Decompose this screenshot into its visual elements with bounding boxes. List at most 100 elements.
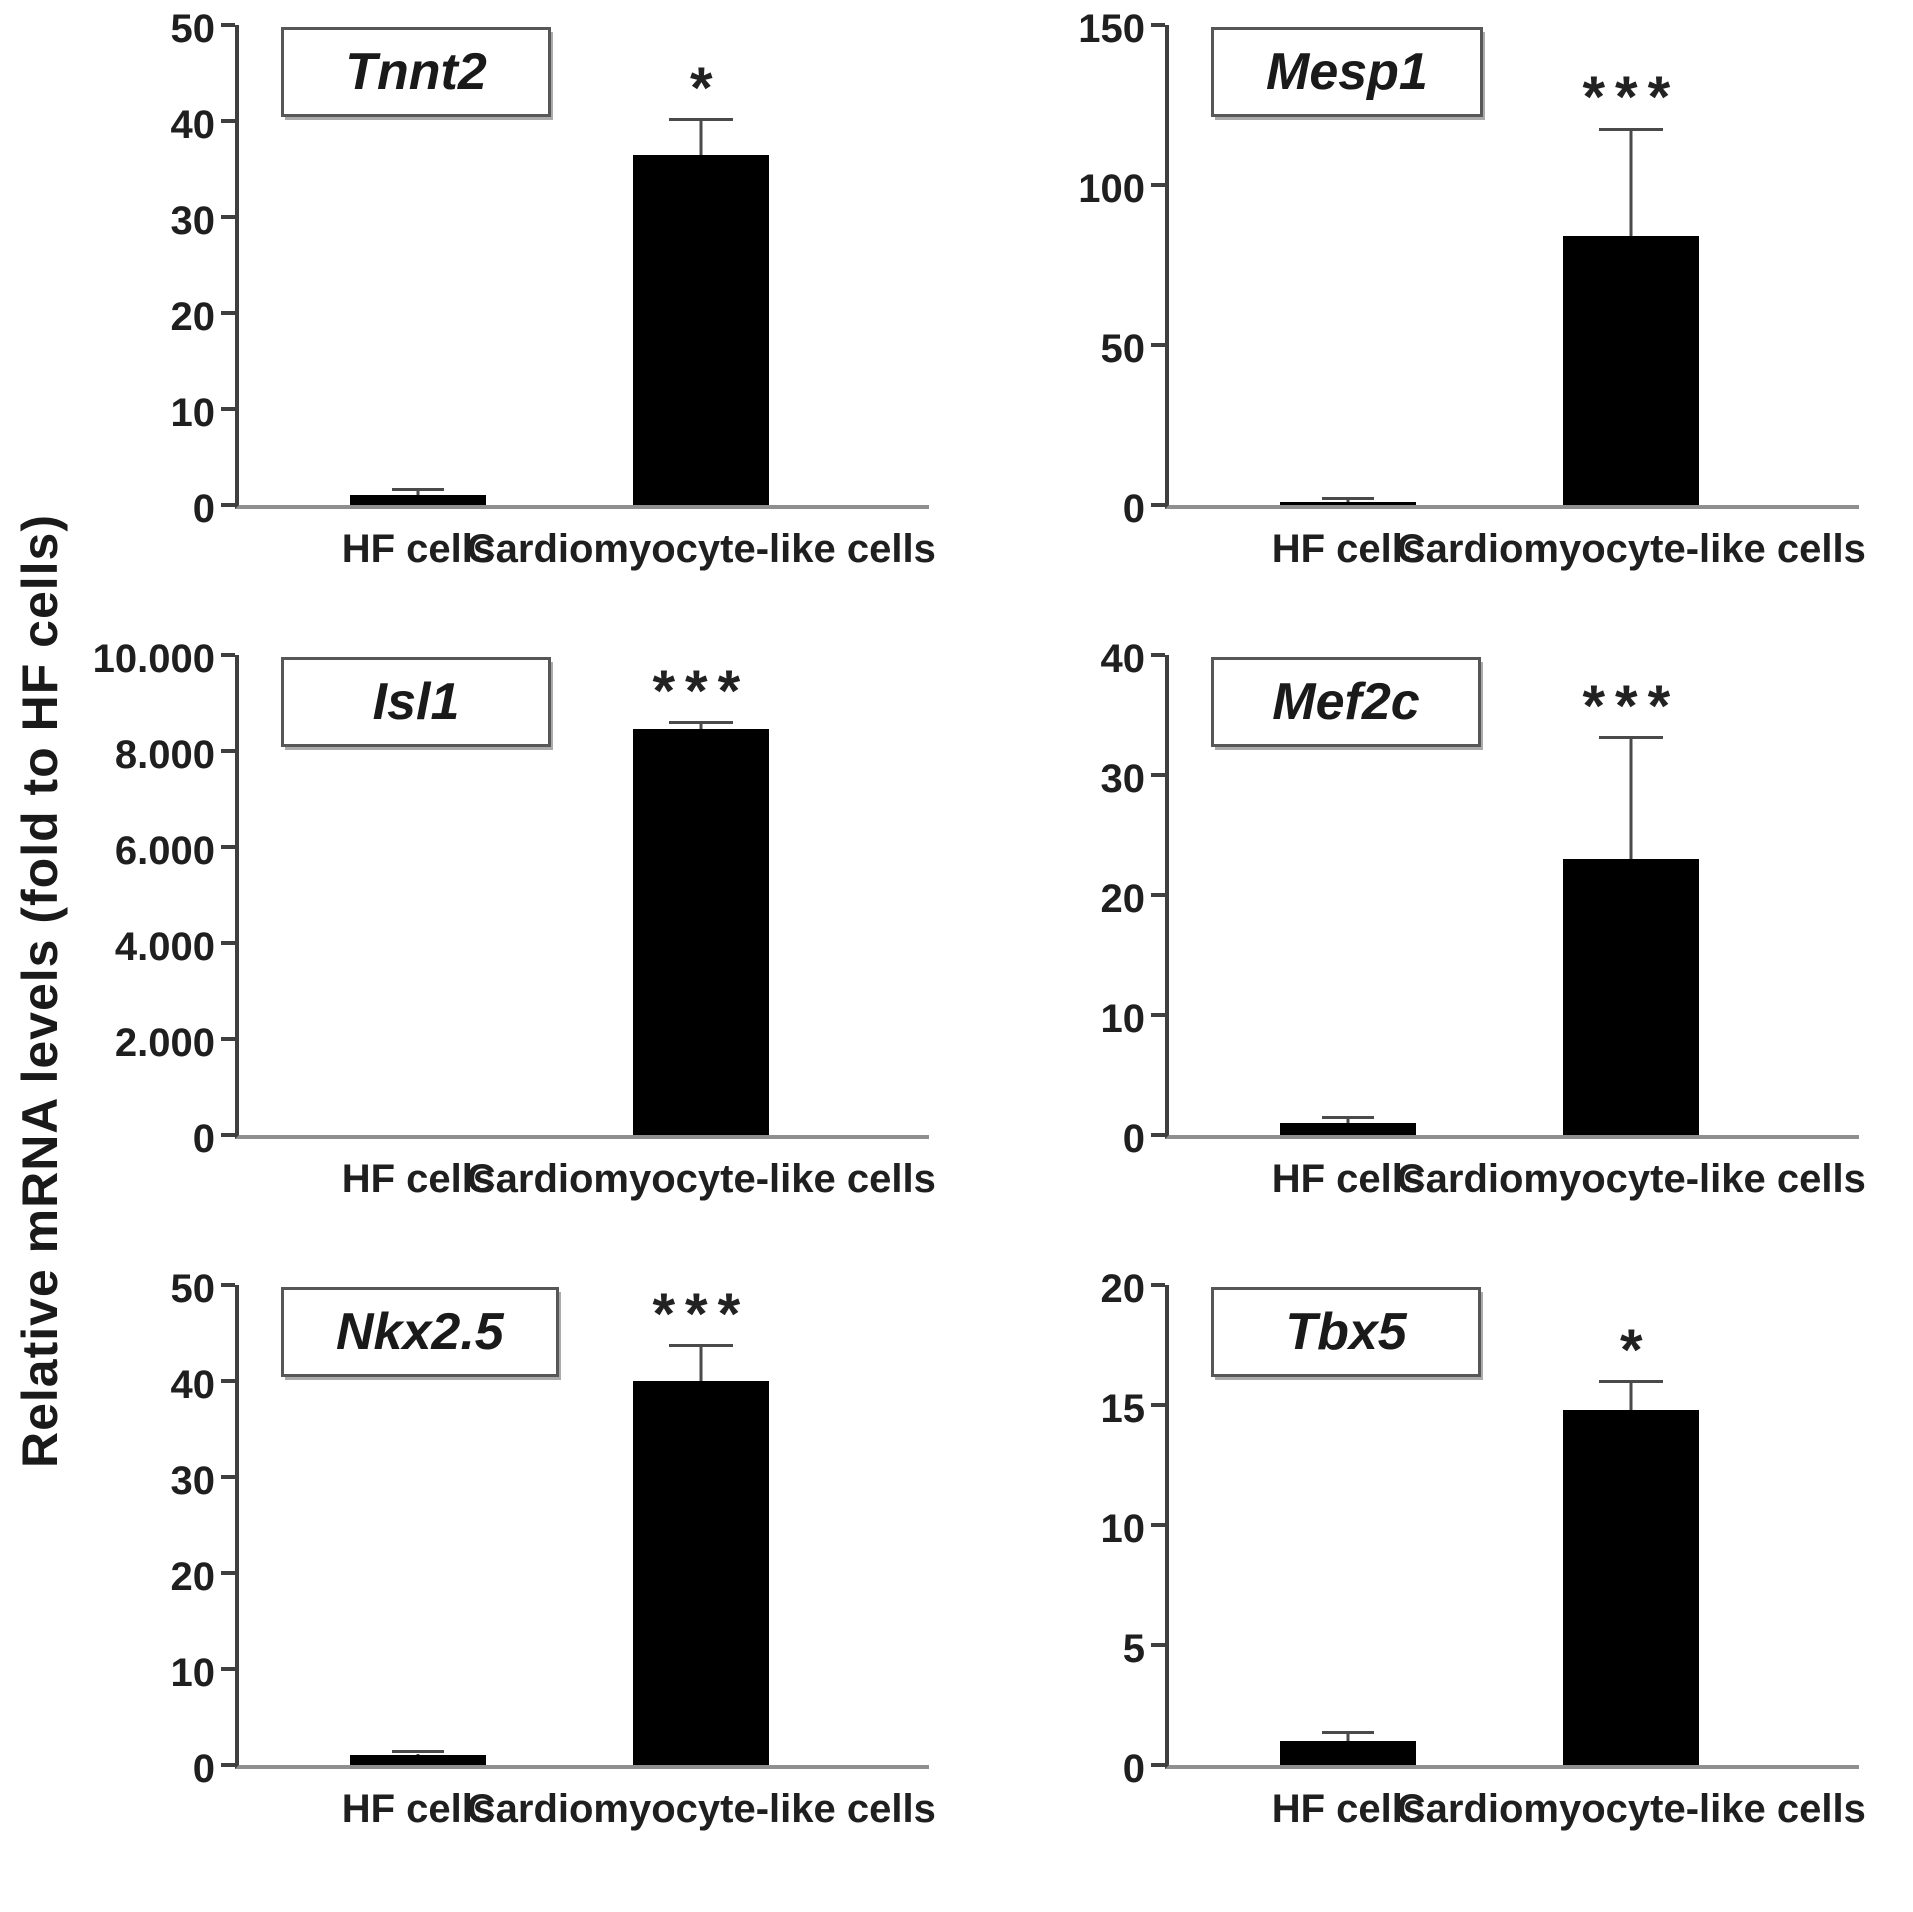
plot-area: Mesp1 HF cells Cardiomyocyte-like cells **… — [1151, 23, 1866, 571]
y-tick-label: 50 — [1100, 327, 1146, 371]
y-tick-label: 30 — [170, 199, 216, 243]
bar-cardiomyocyte-like-cells — [633, 154, 770, 505]
y-tick-label: 6.000 — [114, 829, 215, 873]
error-bar-cap — [392, 1750, 445, 1754]
y-tick-label: 10 — [170, 1651, 216, 1695]
gene-title: Mef2c — [1272, 673, 1420, 731]
y-tick-label: 20 — [170, 295, 216, 339]
y-tick-mark — [221, 749, 235, 753]
bar-hf-cells — [350, 495, 487, 505]
y-tick-label: 8.000 — [114, 733, 215, 777]
y-tick-label: 10 — [170, 391, 216, 435]
bar-cardiomyocyte-like-cells — [633, 1381, 770, 1765]
y-tick-label: 100 — [1078, 167, 1145, 211]
y-tick-mark — [221, 1283, 235, 1287]
x-category-label: HF cells — [1271, 527, 1426, 571]
y-tick-mark — [1151, 893, 1165, 897]
y-tick-label: 50 — [170, 1267, 216, 1311]
gene-title: Tbx5 — [1285, 1303, 1407, 1361]
x-category-label: HF cells — [1271, 1787, 1426, 1831]
y-tick-label: 20 — [170, 1555, 216, 1599]
gene-title-box-tnnt2: Tnnt2 — [281, 27, 551, 117]
y-tick-label: 10 — [1100, 1507, 1146, 1551]
significance-asterisks: * — [1620, 1318, 1643, 1384]
y-tick-mark — [1151, 503, 1165, 507]
gene-title-box-mef2c: Mef2c — [1211, 657, 1481, 747]
error-bar-line — [1346, 1119, 1350, 1123]
gene-title: Nkx2.5 — [336, 1303, 504, 1361]
y-tick-mark — [1151, 343, 1165, 347]
y-tick-mark — [1151, 1133, 1165, 1137]
y-tick-mark — [1151, 1013, 1165, 1017]
chart-panel-mef2c: 0 10 20 30 40 Mef2c HF cells Cardiomyocyte-li… — [1015, 638, 1895, 1245]
y-axis-tick-labels: 0 10 20 30 40 — [1015, 638, 1165, 1160]
chart-panel-tbx5: 0 5 10 15 20 Tbx5 HF cells Cardiomyocyte-like… — [1015, 1268, 1895, 1875]
error-bar-line — [1629, 1383, 1633, 1410]
x-category-label: Cardiomyocyte-like cells — [1396, 527, 1866, 571]
plot-area: Tnnt2 HF cells Cardiomyocyte-like cells * — [221, 23, 936, 571]
y-tick-mark — [221, 1133, 235, 1137]
y-tick-mark — [221, 941, 235, 945]
shared-y-axis-label: Relative mRNA levels (fold to HF cells) — [12, 513, 68, 1469]
y-axis-tick-labels: 0 10 20 30 40 50 — [85, 1268, 235, 1790]
y-tick-mark — [1151, 1283, 1165, 1287]
plot-area: Isl1 HF cells Cardiomyocyte-like cells *** — [221, 653, 936, 1201]
y-tick-label: 40 — [170, 103, 216, 147]
y-tick-mark — [1151, 1523, 1165, 1527]
error-bar-cap — [1599, 127, 1664, 131]
y-tick-label: 0 — [192, 1117, 215, 1161]
plot-area: Tbx5 HF cells Cardiomyocyte-like cells * — [1151, 1283, 1866, 1831]
y-axis-tick-labels: 0 2.000 4.000 6.000 8.000 10.000 — [85, 638, 235, 1160]
x-category-label: HF cells — [1271, 1157, 1426, 1201]
error-bar-line — [1346, 500, 1350, 503]
y-tick-label: 0 — [192, 487, 215, 531]
y-tick-mark — [221, 1475, 235, 1479]
bar-hf-cells — [1280, 1123, 1417, 1135]
plot-area: Nkx2.5 HF cells Cardiomyocyte-like cells *… — [221, 1282, 936, 1831]
y-tick-mark — [221, 23, 235, 27]
x-category-label: Cardiomyocyte-like cells — [1396, 1787, 1866, 1831]
significance-asterisks: *** — [652, 1282, 751, 1348]
y-tick-label: 0 — [1122, 1117, 1145, 1161]
y-tick-mark — [221, 653, 235, 657]
error-bar-cap — [392, 487, 445, 491]
chart-panel-tnnt2: 0 10 20 30 40 50 Tnnt2 HF cells Cardiomyocyte-… — [85, 8, 965, 615]
error-bar-cap — [669, 118, 734, 121]
y-tick-mark — [221, 311, 235, 315]
error-bar-cap — [669, 721, 734, 725]
error-bar-cap — [1322, 1730, 1375, 1734]
y-tick-label: 5 — [1122, 1627, 1145, 1671]
y-tick-mark — [221, 1379, 235, 1383]
error-bar-line — [1629, 130, 1633, 237]
significance-asterisks: * — [690, 55, 713, 121]
x-category-label: Cardiomyocyte-like cells — [466, 1157, 936, 1201]
bar-cardiomyocyte-like-cells — [633, 729, 770, 1135]
y-tick-mark — [1151, 1763, 1165, 1767]
y-tick-mark — [221, 1571, 235, 1575]
gene-title: Mesp1 — [1266, 43, 1428, 101]
error-bar-cap — [1322, 1116, 1375, 1120]
gene-title-box-isl1: Isl1 — [281, 657, 551, 747]
gene-title-box-nkx25: Nkx2.5 — [281, 1287, 559, 1377]
bar-cardiomyocyte-like-cells — [1563, 1409, 1700, 1765]
chart-panel-nkx25: 0 10 20 30 40 50 Nkx2.5 HF cells Cardiomyocyte… — [85, 1268, 965, 1875]
charts-grid: 0 10 20 30 40 50 Tnnt2 HF cells Cardiomyocyte-… — [85, 8, 1895, 1875]
error-bar-line — [1629, 739, 1633, 859]
x-category-label: HF cells — [341, 1157, 496, 1201]
y-tick-mark — [1151, 1643, 1165, 1647]
chart-panel-mesp1: 0 50 100 150 Mesp1 HF cells Cardiomyocyte-li… — [1015, 8, 1895, 615]
significance-asterisks: *** — [1582, 673, 1681, 739]
y-tick-label: 10 — [1100, 997, 1146, 1041]
error-bar-cap — [1599, 736, 1664, 739]
y-tick-mark — [1151, 23, 1165, 27]
gene-title-box-mesp1: Mesp1 — [1211, 27, 1483, 117]
y-axis-tick-labels: 0 50 100 150 — [1015, 8, 1165, 530]
y-tick-label: 0 — [1122, 1747, 1145, 1791]
error-bar-line — [699, 1347, 703, 1381]
x-category-label: HF cells — [341, 1787, 496, 1831]
bar-cardiomyocyte-like-cells — [1563, 236, 1700, 505]
chart-panel-isl1: 0 2.000 4.000 6.000 8.000 10.000 Isl1 HF cell… — [85, 638, 965, 1245]
error-bar-cap — [669, 1344, 734, 1348]
y-tick-label: 150 — [1078, 7, 1145, 51]
y-tick-label: 40 — [1100, 637, 1146, 681]
